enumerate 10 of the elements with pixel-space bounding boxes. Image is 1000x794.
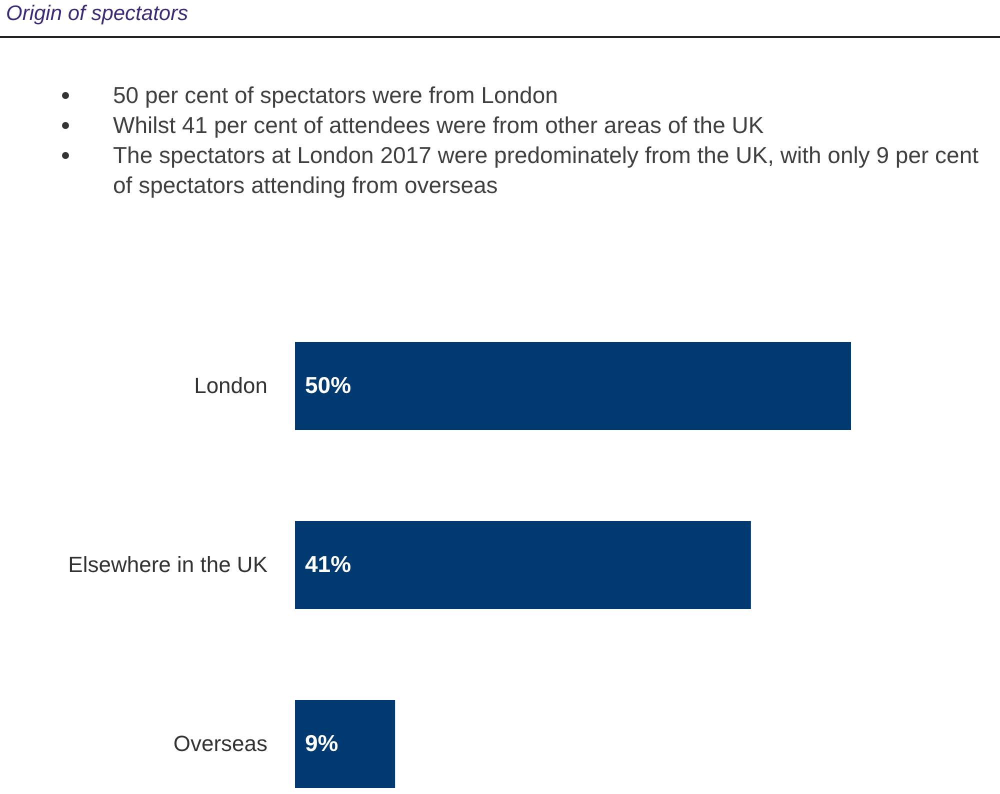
y-tick-label: Overseas <box>173 730 268 756</box>
y-tick-label: London <box>194 373 268 398</box>
data-label: 9% <box>305 730 338 756</box>
data-label: 50% <box>305 372 352 398</box>
text: 50 per cent of spectators were from London <box>60 80 990 110</box>
text: The spectators at London 2017 were predominately from the UK, with only 9 per cent of spectators attending from overseas <box>60 140 990 200</box>
text: Whilst 41 per cent of attendees were from other areas of the UK <box>60 110 990 140</box>
y-tick-label: Elsewhere in the UK <box>68 552 268 577</box>
text: Origin of spectators <box>6 2 188 26</box>
data-label: 41% <box>305 551 352 577</box>
